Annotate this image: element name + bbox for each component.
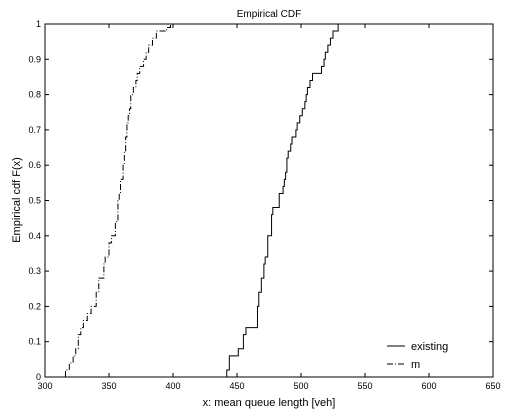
axis-tick-labels: 300 350 400 450 500 550 600 650 0 0.1 0.2 0.3 0.4 0.5… xyxy=(28,19,500,391)
y-tick-label: 1 xyxy=(36,19,41,29)
y-tick-label: 0.5 xyxy=(28,196,41,206)
y-tick-label: 0.7 xyxy=(28,125,41,135)
x-tick-label: 450 xyxy=(229,381,244,391)
plot-area xyxy=(44,23,494,378)
y-tick-label: 0.9 xyxy=(28,54,41,64)
x-tick-label: 550 xyxy=(357,381,372,391)
axis-ticks xyxy=(44,23,494,378)
y-tick-label: 0.1 xyxy=(28,337,41,347)
legend: existing m xyxy=(387,341,448,371)
y-tick-label: 0.8 xyxy=(28,90,41,100)
legend-label-m: m xyxy=(411,359,420,371)
x-tick-label: 400 xyxy=(165,381,180,391)
legend-label-existing: existing xyxy=(411,341,448,353)
y-tick-label: 0.6 xyxy=(28,160,41,170)
x-tick-label: 300 xyxy=(37,381,52,391)
series-line-existing xyxy=(226,23,445,377)
x-tick-label: 650 xyxy=(485,381,500,391)
y-tick-label: 0.2 xyxy=(28,301,41,311)
chart-title: Empirical CDF xyxy=(237,9,301,20)
series-line-m xyxy=(64,24,171,377)
y-tick-label: 0.3 xyxy=(28,266,41,276)
x-tick-label: 600 xyxy=(421,381,436,391)
y-axis-label: Empirical cdf F(x) xyxy=(11,157,23,243)
x-tick-label: 350 xyxy=(101,381,116,391)
y-tick-label: 0.4 xyxy=(28,231,41,241)
x-tick-label: 500 xyxy=(293,381,308,391)
series-layer xyxy=(64,23,445,377)
x-axis-label: x: mean queue length [veh] xyxy=(203,397,336,409)
y-tick-label: 0 xyxy=(36,372,41,382)
